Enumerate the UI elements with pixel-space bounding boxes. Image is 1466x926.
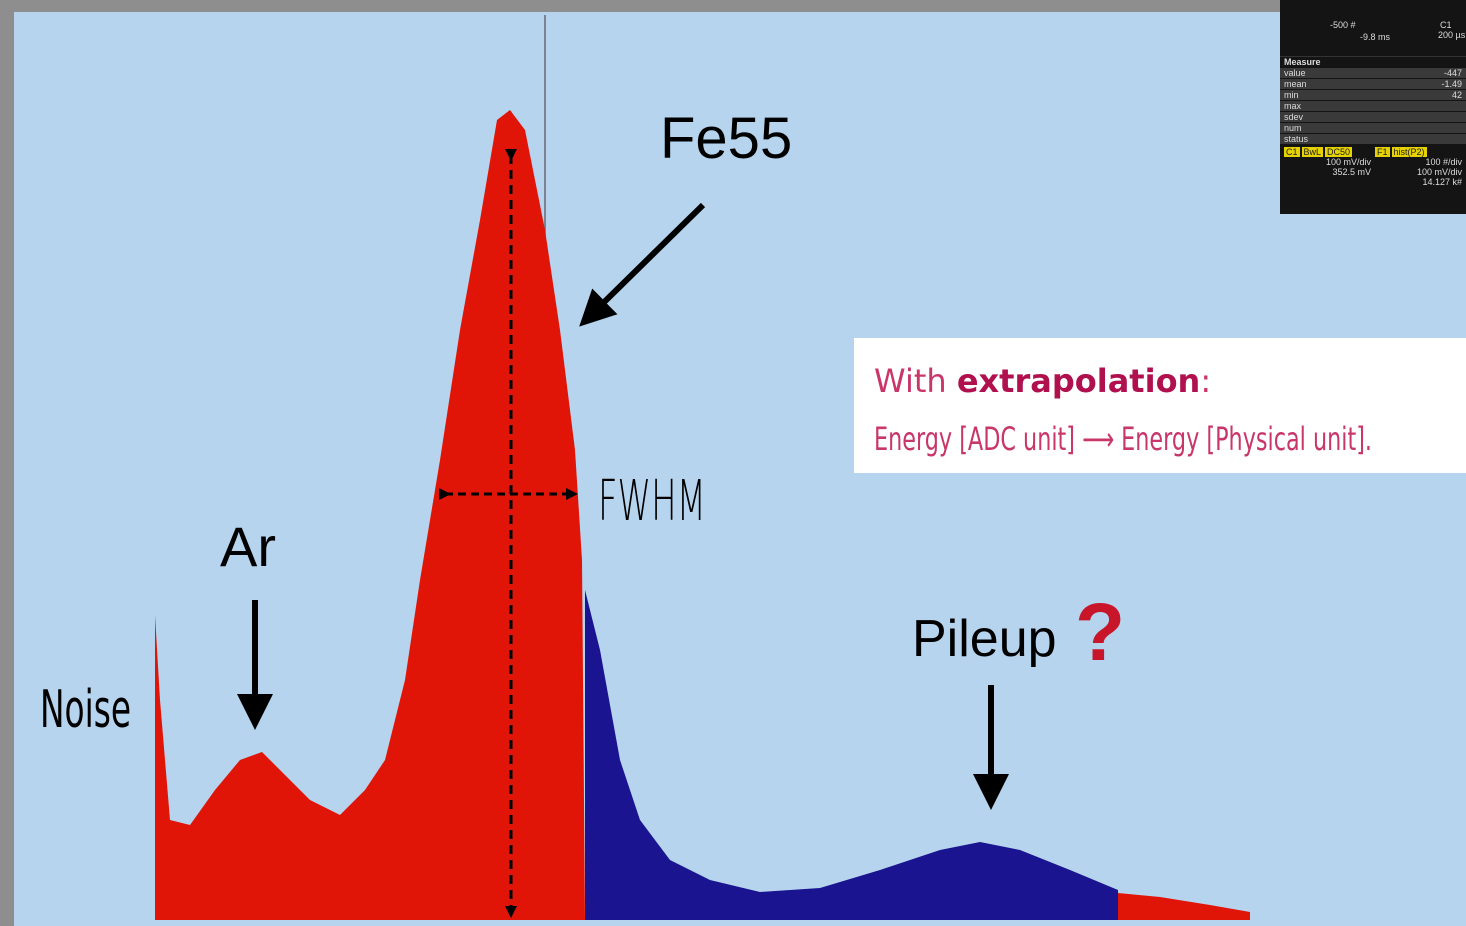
row-label: num	[1284, 123, 1302, 133]
pileup-label: Pileup	[912, 610, 1057, 668]
row-value: -447	[1443, 68, 1462, 78]
row-value: 42	[1451, 90, 1462, 100]
channel-line: 352.5 mV	[1332, 167, 1371, 177]
row-label: status	[1284, 134, 1309, 144]
note-suffix: :	[1200, 362, 1211, 400]
note-line2: Energy [ADC unit] ⟶ Energy [Physical uni…	[874, 420, 1372, 458]
note-box	[854, 338, 1466, 473]
measure-title: Measure	[1284, 57, 1321, 67]
channel-tags: C1 BwL DC50	[1284, 147, 1371, 157]
scope-inset: -500 # -9.8 ms C1 200 µs Measure value -4…	[1280, 0, 1466, 214]
histogram-red	[155, 110, 585, 920]
channel-tag: F1	[1375, 147, 1390, 157]
measure-row: min 42	[1280, 90, 1466, 100]
row-label: sdev	[1284, 112, 1304, 122]
measure-row: max	[1280, 101, 1466, 111]
channels: C1 BwL DC50 100 mV/div 352.5 mV F1 hist(P2) 100…	[1280, 145, 1466, 189]
channel-tag: DC50	[1325, 147, 1353, 157]
channel: C1 BwL DC50 100 mV/div 352.5 mV	[1284, 147, 1371, 187]
measure-row: mean -1.49	[1280, 79, 1466, 89]
row-label: value	[1284, 68, 1306, 78]
channel-line: 100 mV/div	[1325, 157, 1371, 167]
axis-label: 200 µs	[1438, 30, 1466, 40]
row-value: -1.49	[1441, 79, 1462, 89]
measure-row: sdev	[1280, 112, 1466, 122]
fwhm-label: FWHM	[598, 469, 706, 534]
channel: F1 hist(P2) 100 #/div 100 mV/div 14.127 k#	[1375, 147, 1462, 187]
channel-tag: BwL	[1301, 147, 1324, 157]
row-label: min	[1284, 90, 1299, 100]
channel-line: 100 mV/div	[1416, 167, 1462, 177]
row-label: max	[1284, 101, 1302, 111]
channel-tag: C1	[1284, 147, 1300, 157]
axis-label: -500 #	[1330, 20, 1356, 30]
ar-label: Ar	[220, 515, 276, 578]
fe55-arrow	[579, 202, 706, 327]
histogram-blue	[585, 590, 1118, 920]
row-label: mean	[1284, 79, 1307, 89]
note-line1: With extrapolation:	[874, 362, 1211, 400]
fe55-label: Fe55	[660, 106, 792, 171]
measure-row: value -447	[1280, 68, 1466, 78]
axis-label: -9.8 ms	[1360, 32, 1391, 42]
note-emphasis: extrapolation	[957, 362, 1201, 400]
axis-label: C1	[1440, 20, 1452, 30]
channel-line: 100 #/div	[1425, 157, 1462, 167]
note-prefix: With	[874, 362, 947, 400]
measure-row: status	[1280, 134, 1466, 144]
question-mark: ?	[1075, 587, 1125, 678]
scope-axis: -500 # -9.8 ms C1 200 µs	[1280, 0, 1466, 57]
noise-label: Noise	[40, 680, 131, 740]
channel-tags: F1 hist(P2)	[1375, 147, 1462, 157]
channel-tag: hist(P2)	[1391, 147, 1427, 157]
histogram-tail	[1118, 893, 1250, 920]
measure-row: num	[1280, 123, 1466, 133]
measure-rows: value -447 mean -1.49 min 42 max sdev num status	[1280, 68, 1466, 144]
channel-line: 14.127 k#	[1422, 177, 1462, 187]
